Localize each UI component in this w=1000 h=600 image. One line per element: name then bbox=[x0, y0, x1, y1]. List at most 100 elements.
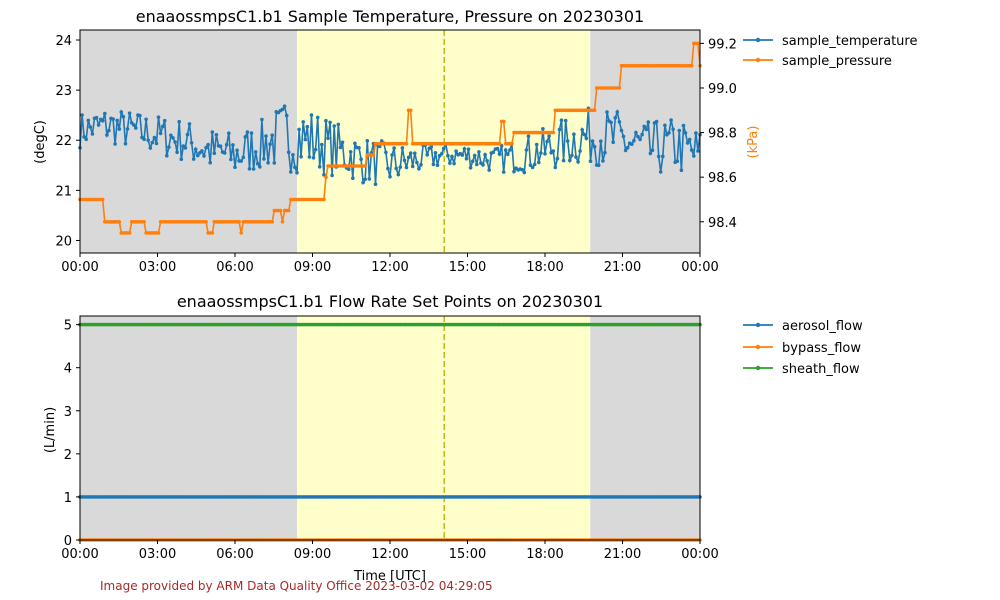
data-point-sample-temperature bbox=[142, 137, 146, 142]
data-point-sample-temperature bbox=[580, 128, 584, 132]
data-point-sample-pressure bbox=[210, 231, 215, 235]
data-point-sample-temperature bbox=[669, 118, 673, 122]
data-point-sample-temperature bbox=[547, 134, 551, 138]
x-tick-label: 03:00 bbox=[139, 260, 176, 275]
data-point-sample-temperature bbox=[642, 124, 646, 129]
data-point-sample-temperature bbox=[94, 115, 99, 120]
data-point-sample-temperature bbox=[266, 161, 270, 165]
data-point-sample-temperature bbox=[656, 154, 661, 159]
data-point-sample-temperature bbox=[351, 176, 355, 180]
data-point-sample-temperature bbox=[386, 166, 390, 171]
data-point-sample-pressure bbox=[127, 231, 132, 235]
data-point-sample-temperature bbox=[262, 157, 266, 161]
legend-label-sheath-flow: sheath_flow bbox=[782, 362, 860, 377]
y-tick-label: 1 bbox=[64, 491, 72, 506]
data-point-sample-temperature bbox=[677, 128, 682, 133]
data-point-sample-pressure bbox=[592, 108, 597, 113]
data-point-sample-temperature bbox=[150, 140, 155, 145]
data-point-sample-temperature bbox=[404, 165, 409, 170]
y-tick-label: 0 bbox=[64, 534, 72, 549]
data-point-sample-pressure bbox=[371, 153, 376, 157]
data-point-sample-temperature bbox=[90, 132, 95, 136]
series-markers-sample-pressure bbox=[78, 41, 702, 235]
legend-label-sample-pressure: sample_pressure bbox=[782, 54, 892, 69]
data-point-sample-temperature bbox=[470, 159, 475, 164]
y-right-tick-label: 98.4 bbox=[708, 216, 737, 231]
data-point-sample-temperature bbox=[663, 123, 667, 128]
data-point-sample-temperature bbox=[177, 119, 181, 124]
data-point-sample-temperature bbox=[584, 136, 589, 141]
data-point-sample-temperature bbox=[646, 120, 651, 124]
data-point-sample-temperature bbox=[103, 111, 107, 116]
data-point-sample-temperature bbox=[539, 151, 543, 155]
data-point-sample-temperature bbox=[392, 146, 396, 150]
x-axis-ticks: 00:00 03:00 06:00 09:00 12:00 15:00 18:00 21:00… bbox=[61, 540, 719, 562]
x-tick-label: 00:00 bbox=[61, 547, 98, 562]
data-point-sample-temperature bbox=[243, 135, 248, 139]
data-point-sample-temperature bbox=[311, 156, 316, 160]
data-point-sample-temperature bbox=[251, 167, 256, 171]
data-point-sample-temperature bbox=[272, 161, 277, 165]
night-shading-right bbox=[590, 316, 700, 540]
data-point-sample-temperature bbox=[239, 159, 243, 163]
data-point-sample-temperature bbox=[537, 160, 541, 165]
x-axis-label: Time [UTC] bbox=[353, 569, 426, 584]
y-tick-label: 20 bbox=[55, 234, 72, 249]
data-point-sample-temperature bbox=[590, 139, 595, 143]
data-point-sample-temperature bbox=[258, 165, 262, 169]
data-point-sample-temperature bbox=[400, 146, 405, 150]
data-point-sample-temperature bbox=[100, 119, 105, 123]
data-point-sample-temperature bbox=[227, 131, 231, 135]
data-point-sample-temperature bbox=[340, 140, 345, 145]
data-point-sample-temperature bbox=[452, 161, 456, 166]
data-point-sample-temperature bbox=[206, 142, 210, 147]
data-point-sample-temperature bbox=[158, 131, 163, 136]
y-tick-label: 24 bbox=[55, 34, 72, 49]
data-point-sample-temperature bbox=[165, 153, 169, 158]
data-point-sample-temperature bbox=[679, 168, 684, 172]
x-tick-label: 15:00 bbox=[449, 547, 486, 562]
data-point-sample-temperature bbox=[563, 118, 568, 123]
data-point-sample-temperature bbox=[183, 146, 188, 150]
data-point-sample-temperature bbox=[621, 134, 626, 139]
legend-marker-sheath-flow bbox=[755, 365, 761, 371]
y-tick-label: 21 bbox=[55, 184, 72, 199]
data-point-sample-temperature bbox=[425, 152, 430, 157]
data-point-sample-pressure bbox=[270, 220, 275, 224]
data-point-sample-temperature bbox=[167, 145, 171, 149]
data-point-sample-temperature bbox=[131, 123, 136, 127]
data-point-sample-temperature bbox=[394, 166, 399, 171]
x-tick-label: 12:00 bbox=[371, 547, 408, 562]
data-point-sample-pressure bbox=[501, 119, 506, 124]
data-point-sample-temperature bbox=[224, 142, 229, 147]
data-point-sample-temperature bbox=[330, 173, 334, 178]
data-point-sample-pressure bbox=[363, 164, 368, 168]
data-point-sample-temperature bbox=[410, 164, 415, 169]
data-point-sample-temperature bbox=[119, 110, 124, 114]
data-point-sample-temperature bbox=[472, 153, 477, 158]
data-point-sample-temperature bbox=[297, 127, 301, 132]
y-tick-label: 3 bbox=[64, 405, 72, 420]
data-point-sample-temperature bbox=[214, 133, 219, 137]
data-point-sample-temperature bbox=[367, 177, 372, 181]
data-point-sample-temperature bbox=[315, 115, 320, 120]
data-point-sample-temperature bbox=[253, 150, 258, 154]
data-point-sample-temperature bbox=[338, 145, 343, 150]
x-tick-label: 12:00 bbox=[371, 260, 408, 275]
data-point-sample-temperature bbox=[468, 166, 473, 170]
data-point-sample-temperature bbox=[568, 158, 572, 163]
data-point-sample-temperature bbox=[173, 140, 177, 144]
data-point-sample-temperature bbox=[373, 182, 378, 186]
data-point-sample-temperature bbox=[121, 114, 126, 119]
y-tick-label: 23 bbox=[55, 84, 72, 99]
legend: aerosol_flow bypass_flow sheath_flow bbox=[743, 319, 863, 377]
plot-series bbox=[78, 322, 702, 542]
data-point-sample-temperature bbox=[255, 161, 260, 166]
x-tick-label: 21:00 bbox=[604, 547, 641, 562]
data-point-sample-temperature bbox=[317, 165, 322, 169]
data-point-sample-temperature bbox=[185, 132, 190, 137]
data-point-sample-temperature bbox=[171, 136, 175, 140]
data-point-sample-temperature bbox=[320, 142, 324, 147]
data-point-sample-temperature bbox=[667, 131, 671, 135]
data-point-sample-temperature bbox=[454, 149, 458, 153]
